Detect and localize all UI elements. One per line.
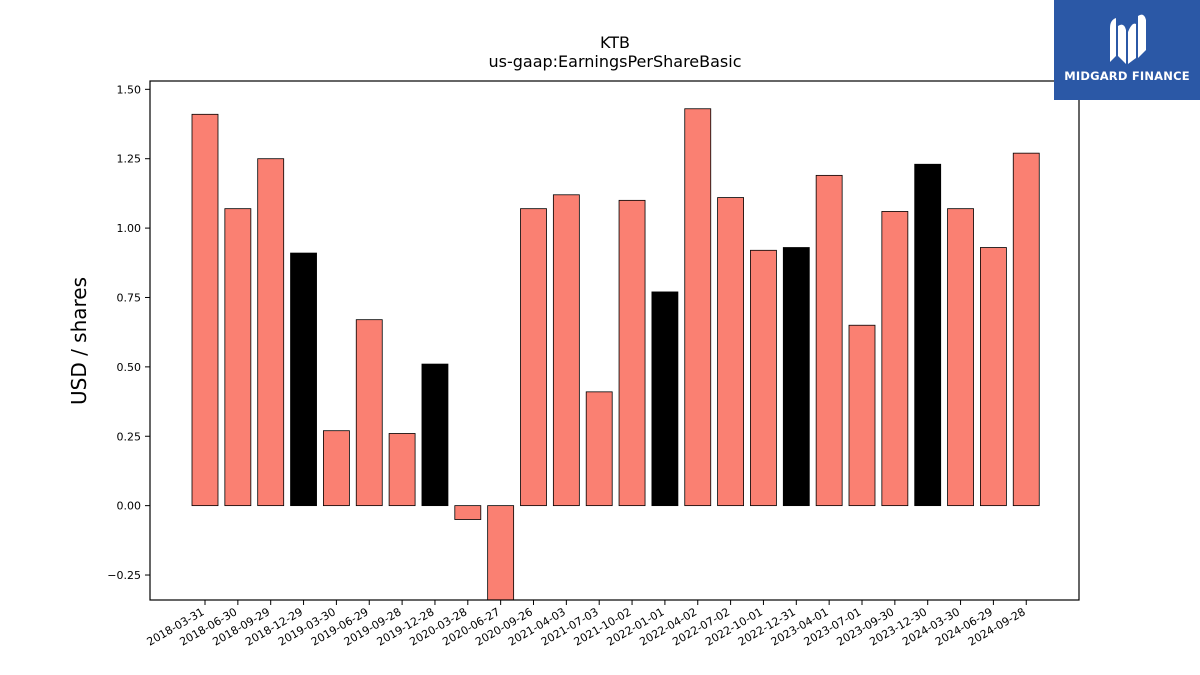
logo-mark-icon [1110,14,1146,65]
bar-2019-09-28 [388,433,416,507]
plot-frame [149,80,1080,601]
bar-2022-04-02 [684,108,712,507]
midgard-finance-logo: MIDGARD FINANCE [1054,0,1200,100]
bar-2022-10-01 [750,249,777,507]
bar-2024-09-28 [1012,152,1040,507]
bar-2023-09-30 [881,211,909,507]
bar-2019-06-29 [355,319,383,507]
bar-2022-01-01 [651,291,679,507]
y-tick-label: 0.25 [117,430,142,443]
bar-2021-07-03 [585,391,613,507]
bar-2018-12-29 [290,252,317,507]
bar-2023-07-01 [848,324,876,507]
bar-2021-10-02 [618,199,646,507]
bar-2021-04-03 [552,194,580,507]
bar-2023-04-01 [815,174,843,507]
y-tick-label: 1.25 [117,153,142,166]
y-tick-label: 0.75 [117,291,142,304]
bar-2020-09-26 [520,208,547,507]
logo-text: MIDGARD FINANCE [1064,69,1190,83]
x-ticks-group: 2018-03-312018-06-302018-09-292018-12-29… [145,600,1028,649]
chart-title: KTB [600,33,630,52]
bar-2022-07-02 [717,197,744,507]
bar-2023-12-30 [914,163,942,507]
y-ticks-group: −0.25 0.00 0.25 0.50 0.75 1.00 1.25 1.50 [107,83,150,582]
y-tick-label: −0.25 [107,569,141,582]
bar-2020-06-27 [487,505,515,601]
bar-2022-12-31 [782,247,810,507]
bar-2018-03-31 [191,113,219,507]
bar-2019-03-30 [322,430,350,507]
bar-2020-03-28 [454,505,482,520]
y-tick-label: 1.00 [117,222,142,235]
y-tick-label: 1.50 [117,83,142,96]
y-tick-label: 0.00 [117,500,142,513]
chart-subtitle: us-gaap:EarningsPerShareBasic [488,52,741,71]
bars-group [191,108,1040,601]
bar-2018-09-29 [257,158,285,507]
bar-2018-06-30 [224,208,252,507]
bar-2024-06-29 [980,247,1007,507]
y-tick-label: 0.50 [117,361,142,374]
bar-2019-12-28 [421,363,449,507]
bar-2024-03-30 [947,208,974,507]
y-axis-label: USD / shares [67,277,91,405]
